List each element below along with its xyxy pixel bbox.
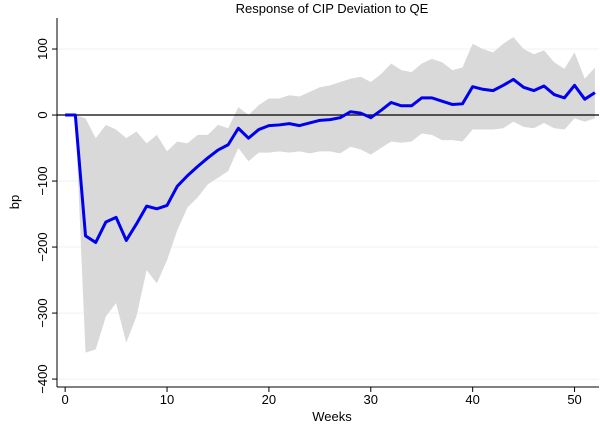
y-tick-label: 0 <box>35 111 50 118</box>
y-axis-label: bp <box>7 195 22 209</box>
x-axis-label: Weeks <box>312 409 352 424</box>
x-tick-label: 40 <box>465 392 479 407</box>
y-tick-label: −300 <box>35 298 50 327</box>
chart-title: Response of CIP Deviation to QE <box>236 1 429 16</box>
x-tick-label: 50 <box>567 392 581 407</box>
y-tick-label: −200 <box>35 232 50 261</box>
y-tick-label: −400 <box>35 364 50 393</box>
x-tick-label: 10 <box>160 392 174 407</box>
y-tick-label: −100 <box>35 166 50 195</box>
x-tick-label: 0 <box>62 392 69 407</box>
x-tick-label: 20 <box>262 392 276 407</box>
confidence-band <box>65 37 595 353</box>
response-line <box>65 77 596 244</box>
y-tick-label: 100 <box>35 38 50 60</box>
x-tick-label: 30 <box>364 392 378 407</box>
